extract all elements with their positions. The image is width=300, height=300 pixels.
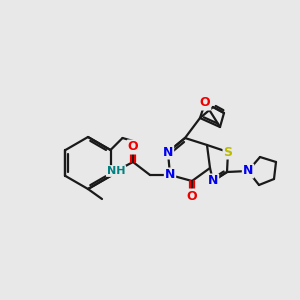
- Text: O: O: [200, 97, 210, 110]
- Text: S: S: [224, 146, 232, 158]
- Text: N: N: [163, 146, 173, 158]
- Text: N: N: [165, 169, 175, 182]
- Text: NH: NH: [107, 166, 125, 176]
- Text: N: N: [208, 175, 218, 188]
- Text: O: O: [128, 140, 138, 154]
- Text: N: N: [243, 164, 253, 178]
- Text: O: O: [187, 190, 197, 202]
